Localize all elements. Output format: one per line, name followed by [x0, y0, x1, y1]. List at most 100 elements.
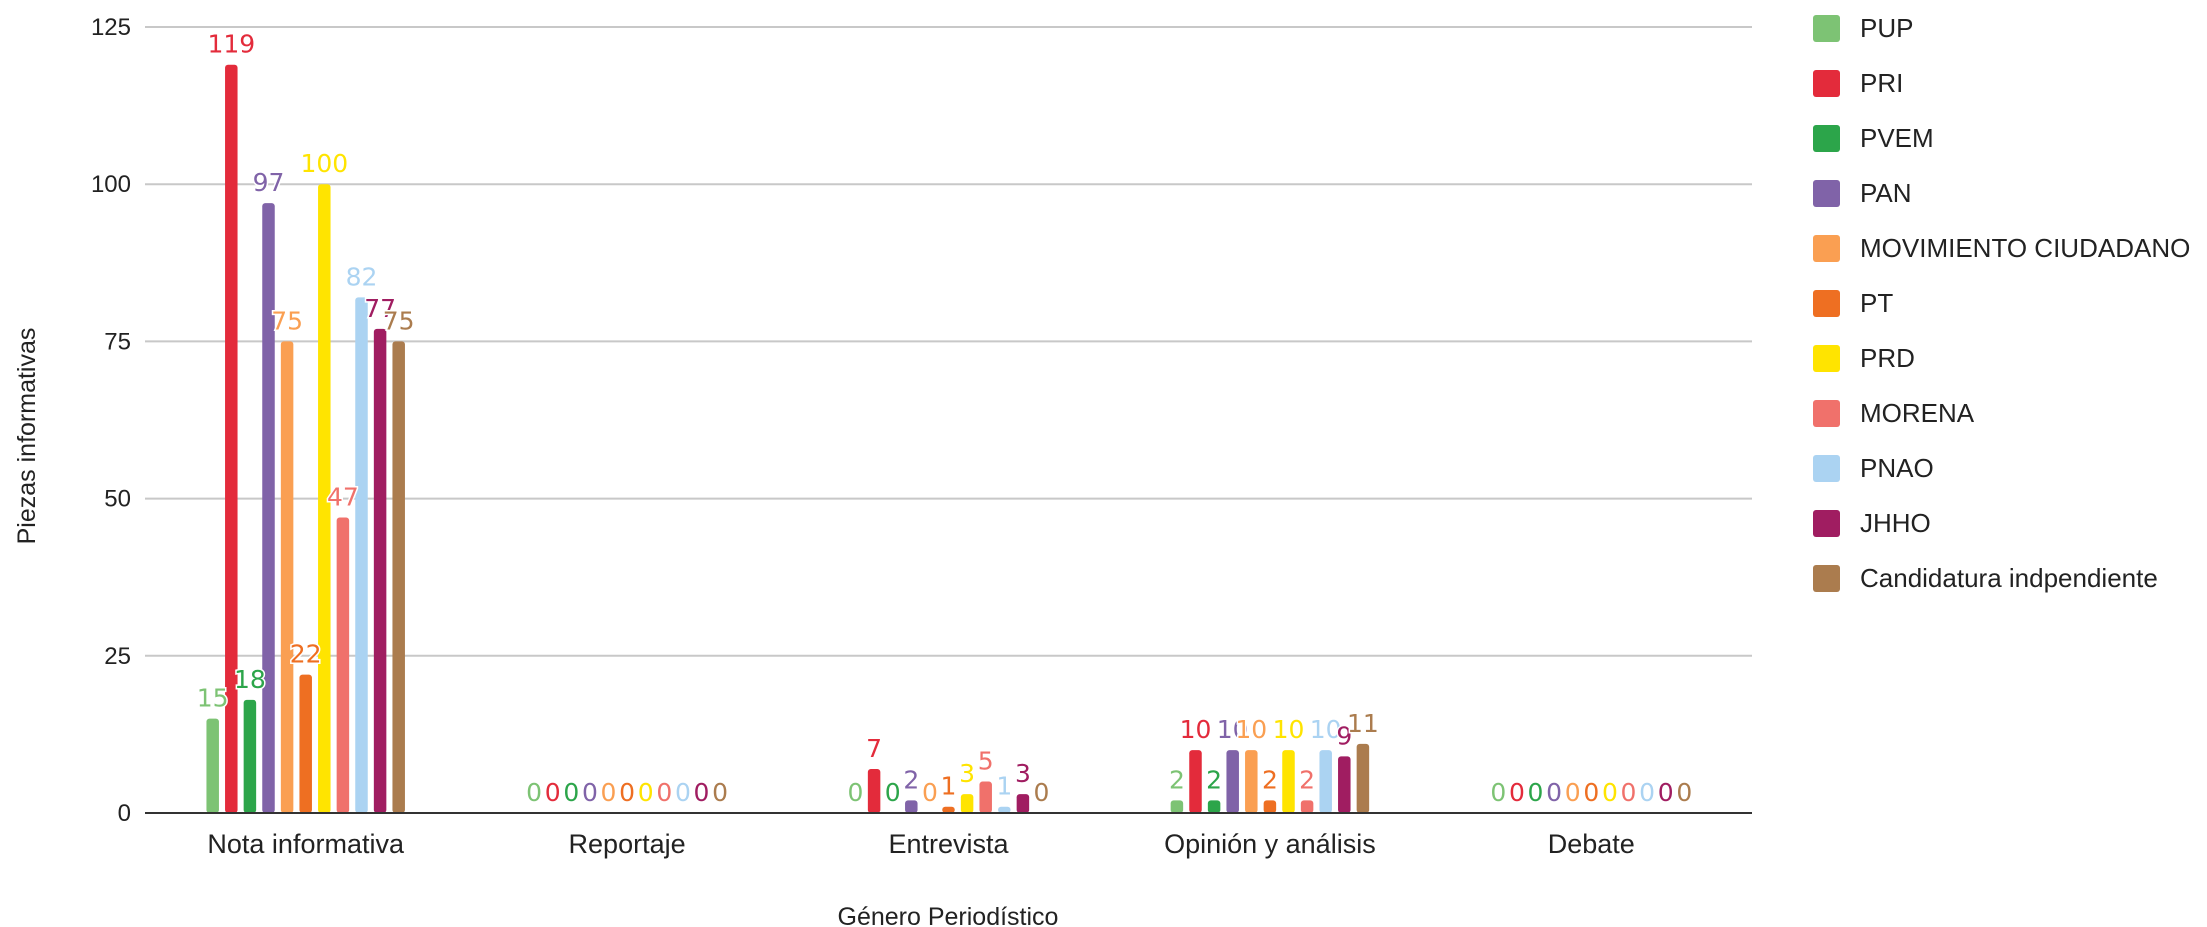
data-label: 10 — [1235, 715, 1267, 744]
legend-item: PVEM — [1813, 123, 1934, 153]
bar — [262, 203, 275, 814]
data-label: 22 — [290, 640, 322, 669]
data-label: 0 — [1658, 778, 1674, 807]
data-label: 2 — [1206, 765, 1222, 794]
legend-label: PRD — [1860, 343, 1915, 373]
data-label: 0 — [1528, 778, 1544, 807]
bar — [1207, 800, 1221, 813]
data-label: 2 — [903, 765, 919, 794]
bar — [1300, 800, 1314, 813]
legend-swatch — [1813, 565, 1840, 592]
data-label: 10 — [1310, 715, 1342, 744]
data-label: 11 — [1347, 709, 1379, 738]
data-label: 0 — [675, 778, 691, 807]
data-label: 18 — [234, 665, 266, 694]
x-axis-title: Género Periodístico — [838, 903, 1059, 927]
bar — [1319, 750, 1332, 813]
data-label: 2 — [1262, 765, 1278, 794]
data-label: 15 — [197, 684, 229, 713]
y-tick-label: 100 — [91, 171, 131, 198]
data-label: 3 — [1015, 759, 1031, 788]
bar — [336, 517, 350, 813]
legend-label: PT — [1860, 288, 1893, 318]
legend-item: PT — [1813, 288, 1893, 318]
data-label: 0 — [885, 778, 901, 807]
data-label: 1 — [996, 772, 1012, 801]
y-tick-label: 0 — [118, 800, 131, 827]
x-category-label: Reportaje — [569, 829, 686, 859]
bar — [960, 794, 974, 813]
bars — [206, 64, 1370, 814]
gridlines — [145, 26, 1752, 657]
data-label: 0 — [848, 778, 864, 807]
data-label: 0 — [1509, 778, 1525, 807]
bar — [1189, 750, 1202, 813]
legend-item: PRI — [1813, 68, 1903, 98]
data-label: 0 — [638, 778, 654, 807]
bar — [1282, 750, 1295, 813]
legend-item: PRD — [1813, 343, 1915, 373]
data-label: 7 — [866, 734, 882, 763]
data-label: 2 — [1299, 765, 1315, 794]
legend: PUP PRI PVEM PAN MOVIMIENTO CIUDADANO PT PRD MO… — [1813, 13, 2190, 593]
data-label: 0 — [545, 778, 561, 807]
bar — [998, 806, 1011, 813]
data-label: 0 — [712, 778, 728, 807]
x-axis-categories: Nota informativa Reportaje Entrevista Opini… — [207, 829, 1634, 859]
data-label: 0 — [1583, 778, 1599, 807]
data-label: 9 — [1336, 721, 1352, 750]
data-label: 0 — [656, 778, 672, 807]
data-label: 0 — [619, 778, 635, 807]
legend-item: MORENA — [1813, 398, 1975, 428]
bar — [979, 781, 992, 813]
x-category-label: Debate — [1548, 829, 1635, 859]
bar — [299, 674, 312, 813]
legend-swatch — [1813, 510, 1840, 537]
data-label: 10 — [1217, 715, 1249, 744]
y-axis-title: Piezas informativas — [13, 328, 41, 545]
bar — [225, 64, 238, 813]
bar — [1226, 750, 1239, 813]
data-label: 10 — [1273, 715, 1305, 744]
legend-swatch — [1813, 125, 1840, 152]
y-tick-label: 25 — [104, 643, 131, 670]
bar — [905, 800, 918, 813]
data-label: 0 — [582, 778, 598, 807]
x-category-label: Entrevista — [888, 829, 1009, 859]
legend-label: PUP — [1860, 13, 1913, 43]
data-label: 0 — [1546, 778, 1562, 807]
data-label: 77 — [364, 294, 396, 323]
data-label: 97 — [253, 168, 285, 197]
bar — [1356, 743, 1370, 813]
data-label: 0 — [526, 778, 542, 807]
data-label: 82 — [346, 262, 378, 291]
data-label: 0 — [1490, 778, 1506, 807]
data-label: 5 — [978, 747, 994, 776]
data-label: 1 — [941, 772, 957, 801]
data-label: 0 — [1676, 778, 1692, 807]
legend-swatch — [1813, 70, 1840, 97]
data-label: 0 — [922, 778, 938, 807]
data-label: 119 — [207, 30, 255, 59]
bar — [1263, 800, 1277, 813]
legend-item: PUP — [1813, 13, 1913, 43]
bar — [243, 699, 257, 813]
data-label: 100 — [300, 149, 348, 178]
data-label: 0 — [563, 778, 579, 807]
data-label: 0 — [1621, 778, 1637, 807]
data-label: 75 — [271, 306, 303, 335]
legend-item: PNAO — [1813, 453, 1934, 483]
legend-item: PAN — [1813, 178, 1912, 208]
data-label: 0 — [1565, 778, 1581, 807]
bar — [867, 768, 881, 813]
bar — [373, 328, 387, 813]
data-label: 2 — [1169, 765, 1185, 794]
data-label: 10 — [1180, 715, 1212, 744]
legend-swatch — [1813, 290, 1840, 317]
bar — [942, 806, 955, 813]
data-label: 75 — [383, 306, 415, 335]
data-label: 0 — [601, 778, 617, 807]
bar — [1016, 794, 1030, 813]
x-category-label: Opinión y análisis — [1164, 829, 1376, 859]
